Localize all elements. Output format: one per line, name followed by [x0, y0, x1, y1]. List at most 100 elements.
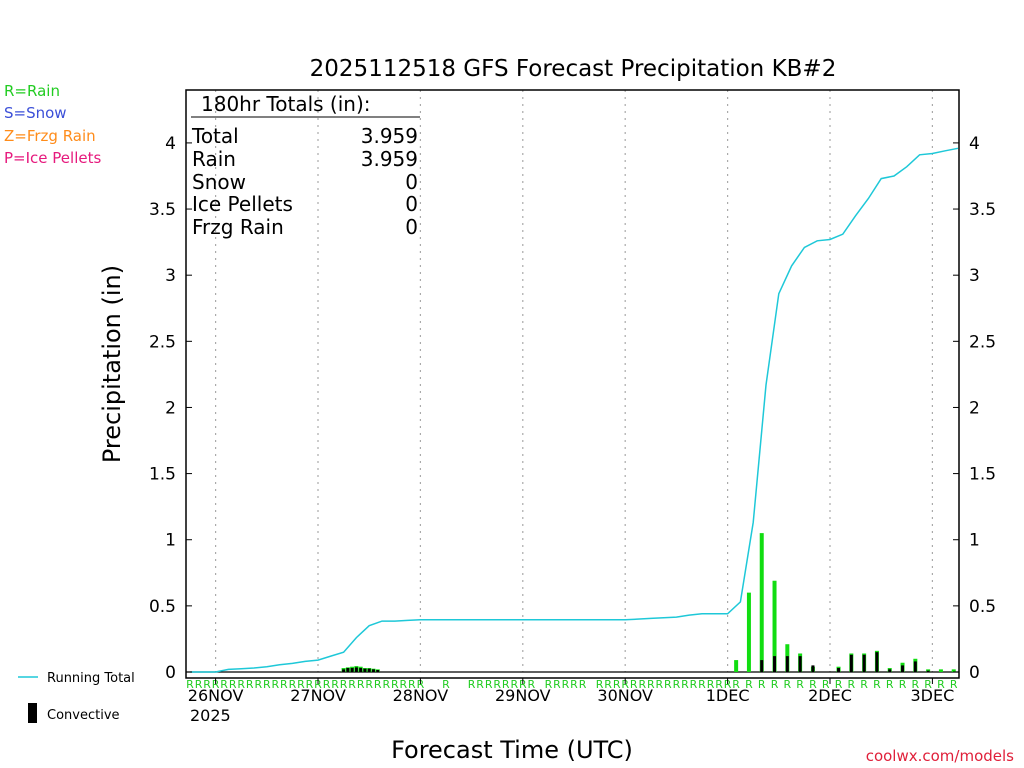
y-tick-label: 0 [969, 663, 980, 683]
precip-type-marker: R [493, 678, 501, 691]
convective-bar [785, 656, 789, 672]
convective-bar [371, 669, 375, 672]
x-tick-label: 27NOV [290, 686, 346, 705]
year-label: 2025 [190, 706, 231, 725]
precip-type-marker: R [314, 678, 322, 691]
precip-type-marker: R [519, 678, 527, 691]
convective-bar [346, 668, 350, 672]
vertical-gridlines [186, 90, 959, 673]
y-tick-label: 4 [969, 134, 980, 154]
x-tick-label: 2DEC [808, 686, 852, 705]
y-axis-ticks: 0 00.5 0.51 11.5 1.52 22.5 2.53 33.5 3.54 4 [149, 134, 996, 683]
precip-type-marker: R [758, 678, 766, 691]
precip-type-marker: R [664, 678, 672, 691]
precip-type-marker: R [186, 678, 194, 691]
y-tick-label: 3 [969, 266, 980, 286]
rain-bar [772, 580, 777, 672]
precip-type-marker: R [638, 678, 646, 691]
convective-bar [798, 656, 802, 672]
precip-type-marker: R [280, 678, 288, 691]
convective-bar [363, 668, 367, 672]
precip-type-marker: R [408, 678, 416, 691]
precip-type-marker: R [681, 678, 689, 691]
convective-bar [888, 669, 892, 672]
totals-row-label: Total [191, 124, 239, 148]
rain-bar [734, 660, 739, 672]
y-tick-label: 2 [969, 398, 980, 418]
precip-type-marker: R [417, 678, 425, 691]
precip-type-marker: R [502, 678, 510, 691]
precip-type-marker: R [382, 678, 390, 691]
y-tick-label: 4 [165, 134, 176, 154]
precip-type-marker: R [690, 678, 698, 691]
convective-bar [350, 668, 354, 672]
convective-bar [367, 668, 371, 672]
totals-row-value: 3.959 [361, 147, 418, 171]
precip-type-marker: R [348, 678, 356, 691]
convective-legend-label: Convective [47, 708, 120, 723]
totals-row-label: Frzg Rain [192, 215, 284, 239]
precip-type-marker: R [400, 678, 408, 691]
convective-bar [342, 669, 346, 672]
y-axis-label: Precipitation (in) [98, 265, 126, 463]
precip-type-marker: R [647, 678, 655, 691]
precip-type-marker: R [604, 678, 612, 691]
y-tick-label: 1 [165, 531, 176, 551]
convective-bar [875, 652, 879, 672]
totals-row-label: Ice Pellets [192, 192, 293, 216]
precip-type-marker: R [784, 678, 792, 691]
precip-type-marker: R [899, 678, 907, 691]
precip-type-marker: R [510, 678, 518, 691]
rain-bar [759, 533, 764, 672]
precip-type-marker: R [707, 678, 715, 691]
precip-type-marker: R [732, 678, 740, 691]
credit-text: coolwx.com/models [866, 747, 1014, 765]
rain-bar [746, 592, 751, 672]
x-tick-label: 29NOV [495, 686, 551, 705]
x-tick-label: 3DEC [911, 686, 955, 705]
y-tick-label: 1.5 [149, 465, 176, 485]
precip-type-marker: R [630, 678, 638, 691]
precip-type-marker: R [579, 678, 587, 691]
convective-bar [913, 661, 917, 672]
precip-type-marker: R [391, 678, 399, 691]
rain-bar [951, 669, 956, 672]
convective-legend-swatch [28, 703, 37, 723]
precip-type-marker: R [673, 678, 681, 691]
totals-row-label: Snow [192, 170, 246, 194]
x-tick-label: 1DEC [706, 686, 750, 705]
y-tick-label: 2.5 [969, 332, 996, 352]
precip-type-marker: R [873, 678, 881, 691]
totals-header: 180hr Totals (in): [201, 92, 371, 116]
precip-type-marker: R [570, 678, 578, 691]
convective-bar [837, 668, 841, 672]
precip-type-marker: R [596, 678, 604, 691]
precip-type-marker: R [365, 678, 373, 691]
precip-type-marker: R [613, 678, 621, 691]
precip-type-marker: R [306, 678, 314, 691]
precip-type-marker: R [289, 678, 297, 691]
precip-type-marker: R [246, 678, 254, 691]
y-tick-label: 3.5 [969, 200, 996, 220]
x-tick-label: 30NOV [597, 686, 653, 705]
legend-snow: S=Snow [4, 104, 67, 122]
y-tick-label: 0.5 [969, 597, 996, 617]
totals-row-value: 3.959 [361, 124, 418, 148]
x-tick-label: 28NOV [393, 686, 449, 705]
rain-bar [938, 669, 943, 672]
x-axis-label: Forecast Time (UTC) [391, 736, 633, 764]
precip-type-marker: R [442, 678, 450, 691]
precip-type-marker: R [886, 678, 894, 691]
y-tick-label: 3 [165, 266, 176, 286]
precip-type-marker: R [272, 678, 280, 691]
precip-type-marker: R [229, 678, 237, 691]
precip-type-marker: R [860, 678, 868, 691]
precip-type-marker: R [937, 678, 945, 691]
precip-type-marker: R [745, 678, 753, 691]
precip-type-marker: R [724, 678, 732, 691]
precip-type-marker: R [297, 678, 305, 691]
precip-type-marker: R [822, 678, 830, 691]
legend-frzg-rain: Z=Frzg Rain [4, 127, 96, 145]
rain-bars [341, 533, 956, 672]
